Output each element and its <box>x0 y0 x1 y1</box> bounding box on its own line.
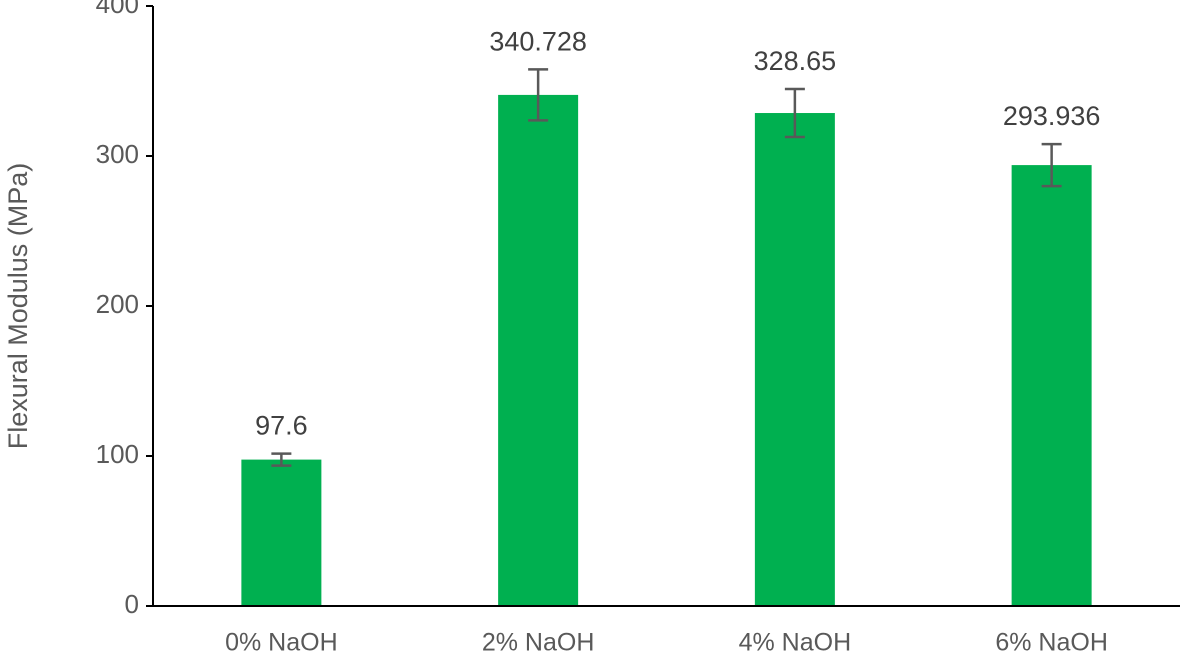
data-label: 97.6 <box>255 411 308 441</box>
error-bar <box>271 452 292 467</box>
data-label: 340.728 <box>489 27 587 57</box>
y-tick-label: 100 <box>96 439 139 469</box>
data-label: 293.936 <box>1003 101 1101 131</box>
error-bar <box>784 87 805 139</box>
bar <box>498 94 579 607</box>
error-bar <box>528 68 549 122</box>
y-axis-label: Flexural Modulus (MPa) <box>3 163 33 450</box>
data-label: 328.65 <box>754 46 837 76</box>
y-tick-label: 400 <box>96 0 139 19</box>
x-tick-label: 0% NaOH <box>225 629 338 657</box>
error-bar <box>1041 142 1062 188</box>
y-tick-label: 300 <box>96 139 139 169</box>
y-tick-label: 200 <box>96 289 139 319</box>
bar <box>1011 165 1092 606</box>
bar <box>241 459 322 606</box>
x-tick-label: 4% NaOH <box>739 629 852 657</box>
x-tick-label: 2% NaOH <box>482 629 595 657</box>
y-tick-label: 0 <box>125 589 139 619</box>
bar <box>754 113 835 607</box>
x-tick-label: 6% NaOH <box>995 629 1108 657</box>
